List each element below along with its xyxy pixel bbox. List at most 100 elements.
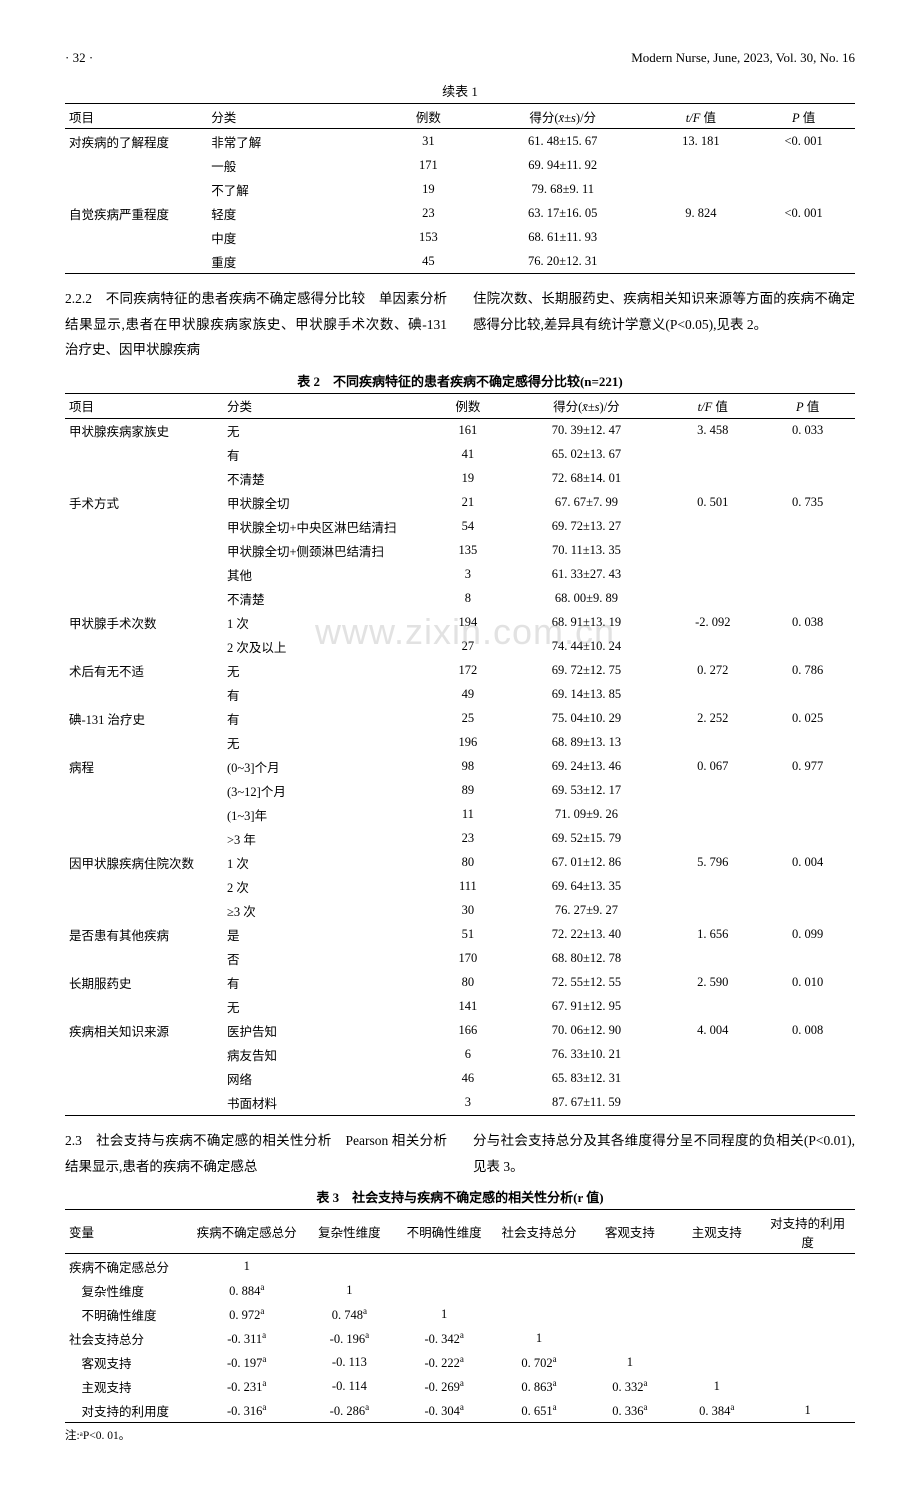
col-header: 项目 <box>65 393 223 418</box>
table-cell: 25 <box>428 707 507 731</box>
table-row: 不清楚1972. 68±14. 01 <box>65 467 855 491</box>
table-cell: 8 <box>428 587 507 611</box>
table-cell: 0. 884a <box>191 1278 302 1302</box>
table-cell: 87. 67±11. 59 <box>507 1091 665 1116</box>
section-2-2-2: 2.2.2 不同疾病特征的患者疾病不确定感得分比较 单因素分析结果显示,患者在甲… <box>65 286 855 363</box>
table-cell <box>673 1350 760 1374</box>
table-cell <box>760 563 855 587</box>
table-cell: 1 <box>191 1254 302 1279</box>
table-row: 2 次及以上2774. 44±10. 24 <box>65 635 855 659</box>
table-cell: 甲状腺全切+中央区淋巴结清扫 <box>223 515 428 539</box>
table-cell: 0. 748a <box>302 1302 397 1326</box>
table1-continued: 项目分类例数得分(x̄±s)/分t/F 值P 值 对疾病的了解程度非常了解316… <box>65 103 855 274</box>
para-right: 分与社会支持总分及其各维度得分呈不同程度的负相关(P<0.01),见表 3。 <box>473 1128 855 1179</box>
table-cell <box>752 177 855 201</box>
table-cell: -0. 231a <box>191 1374 302 1398</box>
table-cell: 19 <box>428 467 507 491</box>
table-cell: 75. 04±10. 29 <box>507 707 665 731</box>
table-cell: 23 <box>381 201 476 225</box>
table-cell <box>665 443 760 467</box>
table-cell: 69. 72±12. 75 <box>507 659 665 683</box>
table-cell <box>492 1278 587 1302</box>
table-cell: 疾病不确定感总分 <box>65 1254 191 1279</box>
table-cell: 9. 824 <box>650 201 753 225</box>
table-cell <box>492 1254 587 1279</box>
table-row: 病友告知676. 33±10. 21 <box>65 1043 855 1067</box>
table-cell: 病程 <box>65 755 223 779</box>
table-cell <box>65 875 223 899</box>
table-cell <box>760 587 855 611</box>
table-cell: 0. 651a <box>492 1398 587 1423</box>
table-cell: 170 <box>428 947 507 971</box>
table-cell <box>665 563 760 587</box>
col-header: 复杂性维度 <box>302 1210 397 1254</box>
table3-title: 表 3 社会支持与疾病不确定感的相关性分析(r 值) <box>65 1187 855 1206</box>
table-cell: 45 <box>381 249 476 274</box>
table-cell: 49 <box>428 683 507 707</box>
table-cell: 0. 702a <box>492 1350 587 1374</box>
table-cell <box>65 515 223 539</box>
table-cell: ≥3 次 <box>223 899 428 923</box>
table-cell: 69. 52±15. 79 <box>507 827 665 851</box>
table-cell: 6 <box>428 1043 507 1067</box>
col-header: 项目 <box>65 104 207 129</box>
table-cell: 69. 24±13. 46 <box>507 755 665 779</box>
table-cell <box>65 827 223 851</box>
table-cell: 166 <box>428 1019 507 1043</box>
table-cell <box>650 153 753 177</box>
table-cell: 有 <box>223 707 428 731</box>
table-cell: 80 <box>428 971 507 995</box>
table-row: 否17068. 80±12. 78 <box>65 947 855 971</box>
col-header: 社会支持总分 <box>492 1210 587 1254</box>
table-cell <box>665 587 760 611</box>
table2: 项目分类例数得分(x̄±s)/分t/F 值P 值 甲状腺疾病家族史无16170.… <box>65 393 855 1116</box>
journal-info: Modern Nurse, June, 2023, Vol. 30, No. 1… <box>631 50 855 66</box>
table-cell: 0. 786 <box>760 659 855 683</box>
table-cell: 否 <box>223 947 428 971</box>
table-cell <box>586 1326 673 1350</box>
table-row: 是否患有其他疾病是5172. 22±13. 401. 6560. 099 <box>65 923 855 947</box>
table3: 变量疾病不确定感总分复杂性维度不明确性维度社会支持总分客观支持主观支持对支持的利… <box>65 1209 855 1423</box>
table-cell: -0. 113 <box>302 1350 397 1374</box>
table-cell <box>760 443 855 467</box>
table-cell: 61. 48±15. 67 <box>476 129 650 154</box>
table3-footnote: 注:ᵃP<0. 01。 <box>65 1427 855 1443</box>
col-header: 变量 <box>65 1210 191 1254</box>
table-cell <box>752 249 855 274</box>
table-cell: 是否患有其他疾病 <box>65 923 223 947</box>
table-cell <box>650 225 753 249</box>
table-cell: 0. 863a <box>492 1374 587 1398</box>
table-cell <box>650 177 753 201</box>
table-cell: 0. 336a <box>586 1398 673 1423</box>
table-cell <box>665 635 760 659</box>
table-cell: 自觉疾病严重程度 <box>65 201 207 225</box>
table-cell: 0. 735 <box>760 491 855 515</box>
table-row: 对支持的利用度-0. 316a-0. 286a-0. 304a0. 651a0.… <box>65 1398 855 1423</box>
table-cell <box>752 153 855 177</box>
table-cell: -2. 092 <box>665 611 760 635</box>
table-row: (1~3]年1171. 09±9. 26 <box>65 803 855 827</box>
table-cell: 社会支持总分 <box>65 1326 191 1350</box>
col-header: 例数 <box>428 393 507 418</box>
table-cell <box>586 1254 673 1279</box>
para-left: 2.3 社会支持与疾病不确定感的相关性分析 Pearson 相关分析结果显示,患… <box>65 1128 447 1179</box>
table-cell <box>665 803 760 827</box>
table-row: ≥3 次3076. 27±9. 27 <box>65 899 855 923</box>
table-cell: 手术方式 <box>65 491 223 515</box>
table-cell <box>665 947 760 971</box>
table-cell <box>760 827 855 851</box>
table-cell <box>760 1374 855 1398</box>
table-cell <box>760 683 855 707</box>
table-row: 碘-131 治疗史有2575. 04±10. 292. 2520. 025 <box>65 707 855 731</box>
table-cell: 3 <box>428 563 507 587</box>
table-cell <box>760 875 855 899</box>
table-cell: 79. 68±9. 11 <box>476 177 650 201</box>
table-cell <box>665 515 760 539</box>
table-cell: 67. 01±12. 86 <box>507 851 665 875</box>
table-cell: 2 次及以上 <box>223 635 428 659</box>
table-cell: 21 <box>428 491 507 515</box>
table-cell: 80 <box>428 851 507 875</box>
table-cell <box>665 995 760 1019</box>
table-row: >3 年2369. 52±15. 79 <box>65 827 855 851</box>
table-cell: 不清楚 <box>223 467 428 491</box>
